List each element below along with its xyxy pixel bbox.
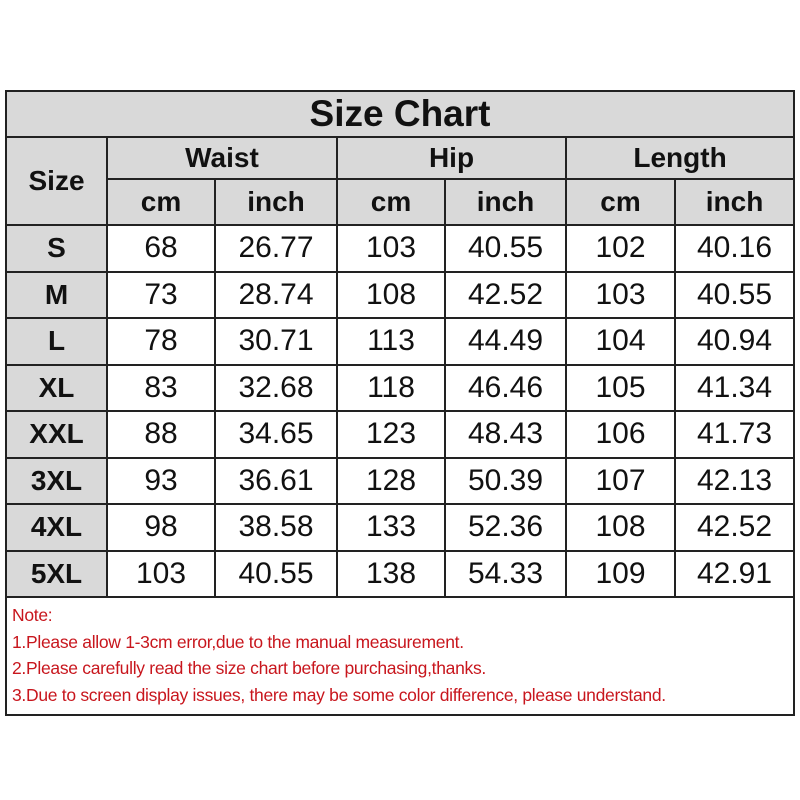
size-header: Size [7, 136, 108, 226]
measurement-cell: 42.52 [673, 503, 794, 552]
note-item: 2.Please carefully read the size chart b… [12, 658, 486, 678]
measurement-cell: 105 [565, 363, 676, 412]
size-label: XXL [7, 410, 108, 459]
size-label: 3XL [7, 456, 108, 505]
waist-header: Waist [106, 136, 338, 180]
measurement-cell: 40.55 [214, 549, 338, 598]
measurement-cell: 40.16 [673, 224, 794, 273]
notes-section: Note: 1.Please allow 1-3cm error,due to … [7, 598, 793, 714]
measurement-cell: 50.39 [444, 456, 567, 505]
measurement-cell: 68 [106, 224, 216, 273]
measurement-cell: 38.58 [214, 503, 338, 552]
measurement-cell: 41.73 [673, 410, 794, 459]
size-label: 4XL [7, 503, 108, 552]
measurement-cell: 32.68 [214, 363, 338, 412]
measurement-cell: 83 [106, 363, 216, 412]
measurement-cell: 41.34 [673, 363, 794, 412]
measurement-cell: 98 [106, 503, 216, 552]
measurement-cell: 48.43 [444, 410, 567, 459]
measurement-cell: 78 [106, 317, 216, 366]
size-label: S [7, 224, 108, 273]
size-label: XL [7, 363, 108, 412]
table-row: XXL 88 34.65 123 48.43 106 41.73 [7, 410, 794, 459]
length-header: Length [564, 136, 794, 180]
measurement-cell: 113 [336, 317, 446, 366]
size-label: 5XL [7, 549, 108, 598]
chart-title: Size Chart [7, 92, 794, 138]
table-row: M 73 28.74 108 42.52 103 40.55 [7, 270, 794, 319]
measurement-cell: 42.91 [673, 549, 794, 598]
measurement-cell: 103 [336, 224, 446, 273]
measurement-cell: 106 [565, 410, 676, 459]
measurement-cell: 42.52 [444, 270, 567, 319]
measurement-cell: 30.71 [214, 317, 338, 366]
table-row: 3XL 93 36.61 128 50.39 107 42.13 [7, 456, 794, 505]
size-label: L [7, 317, 108, 366]
note-item: 1.Please allow 1-3cm error,due to the ma… [12, 631, 464, 652]
note-item: 3.Due to screen display issues, there ma… [12, 684, 666, 705]
unit-header: cm [336, 178, 446, 226]
table-row: 5XL 103 40.55 138 54.33 109 42.91 [7, 549, 794, 598]
measurement-cell: 102 [565, 224, 676, 273]
measurement-cell: 40.55 [673, 270, 794, 319]
hip-header: Hip [336, 136, 567, 180]
size-chart: Size Chart Size Waist Hip Length cm inch… [5, 90, 795, 716]
measurement-cell: 103 [565, 270, 676, 319]
measurement-cell: 93 [106, 456, 216, 505]
table-row: L 78 30.71 113 44.49 104 40.94 [7, 317, 794, 366]
table-row: XL 83 32.68 118 46.46 105 41.34 [7, 363, 794, 412]
measurement-cell: 104 [565, 317, 676, 366]
table-row: S 68 26.77 103 40.55 102 40.16 [7, 224, 794, 273]
measurement-cell: 109 [565, 549, 676, 598]
measurement-cell: 44.49 [444, 317, 567, 366]
size-label: M [7, 270, 108, 319]
measurement-cell: 34.65 [214, 410, 338, 459]
unit-header: inch [444, 178, 567, 226]
measurement-cell: 26.77 [214, 224, 338, 273]
measurement-cell: 46.46 [444, 363, 567, 412]
unit-header: inch [673, 178, 794, 226]
measurement-cell: 54.33 [444, 549, 567, 598]
unit-header: inch [214, 178, 338, 226]
measurement-cell: 28.74 [214, 270, 338, 319]
measurement-cell: 88 [106, 410, 216, 459]
measurement-cell: 108 [565, 503, 676, 552]
measurement-cell: 42.13 [673, 456, 794, 505]
measurement-cell: 118 [336, 363, 446, 412]
measurement-cell: 40.94 [673, 317, 794, 366]
measurement-cell: 107 [565, 456, 676, 505]
table-row: 4XL 98 38.58 133 52.36 108 42.52 [7, 503, 794, 552]
measurement-cell: 123 [336, 410, 446, 459]
notes-heading: Note: [12, 605, 53, 625]
measurement-cell: 103 [106, 549, 216, 598]
measurement-cell: 40.55 [444, 224, 567, 273]
measurement-cell: 128 [336, 456, 446, 505]
measurement-cell: 133 [336, 503, 446, 552]
measurement-cell: 36.61 [214, 456, 338, 505]
measurement-cell: 73 [106, 270, 216, 319]
measurement-cell: 108 [336, 270, 446, 319]
unit-header: cm [106, 178, 216, 226]
size-table: Size Chart Size Waist Hip Length cm inch… [7, 92, 794, 598]
measurement-cell: 52.36 [444, 503, 567, 552]
unit-header: cm [565, 178, 676, 226]
measurement-cell: 138 [336, 549, 446, 598]
